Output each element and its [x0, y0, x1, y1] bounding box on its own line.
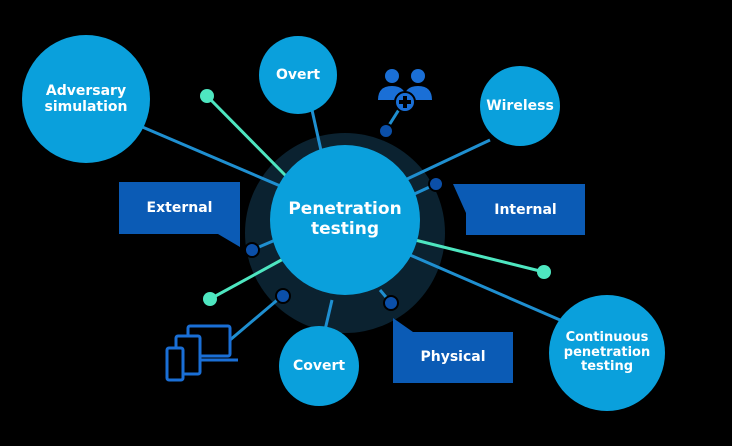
- node-dot: [383, 295, 399, 311]
- center-label: Penetration testing: [288, 199, 402, 239]
- circle-center: [270, 145, 420, 295]
- teal-connector-top-left: [205, 94, 290, 180]
- callout-label-physical: Physical: [420, 348, 486, 365]
- circle-wireless: [480, 66, 560, 146]
- circle-label-continuous: Continuous penetration testing: [563, 329, 651, 375]
- connector-covert: [323, 299, 334, 331]
- devices-icon: [165, 324, 238, 382]
- teal-connector-bottom-left: [209, 256, 286, 301]
- circle-adversary: [22, 35, 150, 163]
- node-dot: [244, 242, 260, 258]
- circle-label-overt: Overt: [275, 66, 321, 83]
- circle-covert: [279, 326, 359, 406]
- teal-dots: [200, 89, 551, 306]
- connector-lines: [139, 99, 561, 342]
- node-dot: [275, 288, 291, 304]
- circle-label-adversary: Adversary simulation: [44, 82, 128, 115]
- node-dot: [428, 176, 444, 192]
- teal-dot: [537, 265, 551, 279]
- connector-adversary: [139, 124, 286, 190]
- connector-wireless: [404, 138, 491, 182]
- callout-physical-shape: [393, 318, 513, 383]
- topic-circles: [22, 35, 665, 411]
- teal-dot: [203, 292, 217, 306]
- teal-connector-right: [414, 238, 545, 274]
- connector-continuous: [409, 253, 561, 322]
- circle-label-covert: Covert: [292, 357, 346, 374]
- callout-label-external: External: [146, 199, 213, 216]
- circle-label-wireless: Wireless: [486, 97, 554, 114]
- teal-dot: [200, 89, 214, 103]
- callout-external-shape: [119, 182, 240, 247]
- callout-shapes: [119, 182, 585, 383]
- node-dots: [244, 123, 444, 311]
- circle-continuous: [549, 295, 665, 411]
- circle-overt: [259, 36, 337, 114]
- node-dot: [378, 123, 394, 139]
- connector-overt: [310, 109, 324, 156]
- callout-internal-shape: [453, 184, 585, 235]
- people-add-icon: [378, 69, 432, 113]
- connector-devices-icon: [229, 294, 283, 342]
- callout-label-internal: Internal: [494, 201, 557, 218]
- teal-connector-lines: [205, 94, 545, 301]
